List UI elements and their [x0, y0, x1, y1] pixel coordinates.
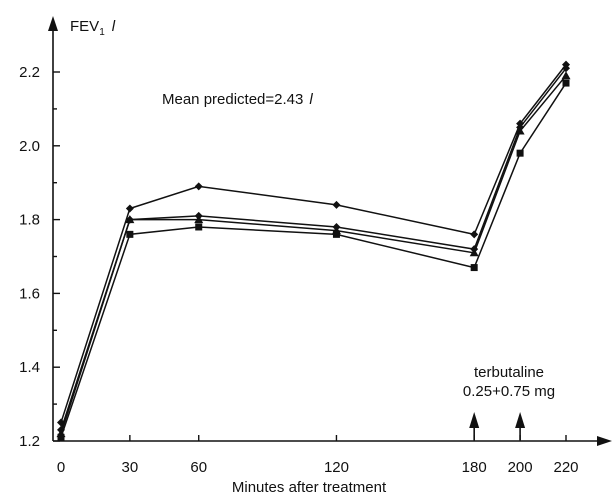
- data-point-triangle: [515, 126, 525, 135]
- data-point-triangle: [125, 215, 135, 224]
- mean-predicted-annotation: Mean predicted=2.43 l: [162, 91, 313, 108]
- y-tick-label: 1.8: [19, 212, 40, 229]
- data-point-triangle: [469, 248, 479, 257]
- series: [56, 60, 571, 441]
- y-tick-label: 1.4: [19, 359, 40, 376]
- ticks: 1.2 1.4 1.6 1.8 2.0 2.2 0 30 60 120 180 200 220: [19, 64, 578, 476]
- x-tick-label: 30: [122, 459, 139, 476]
- y-axis-title-unit: l: [112, 18, 116, 35]
- data-point-square: [332, 230, 340, 238]
- x-tick-label: 60: [190, 459, 207, 476]
- y-axis-title-text: FEV: [70, 18, 99, 35]
- mean-predicted-unit: l: [309, 91, 313, 108]
- data-point-triangle: [194, 215, 204, 224]
- x-axis-arrowhead: [597, 436, 612, 446]
- y-tick-label: 1.6: [19, 285, 40, 302]
- y-axis-arrowhead: [48, 16, 58, 31]
- x-axis-title: Minutes after treatment: [232, 479, 387, 496]
- data-point-diamond: [562, 64, 570, 73]
- data-point-square: [470, 264, 478, 272]
- terbutaline-dose-label: 0.25+0.75 mg: [463, 383, 555, 400]
- data-point-square: [562, 79, 570, 87]
- data-point-diamond: [470, 230, 479, 239]
- y-axis-title: FEV1 l: [70, 18, 116, 38]
- data-point-square: [195, 223, 203, 231]
- axes: [48, 16, 612, 446]
- terbutaline-label: terbutaline: [474, 364, 544, 381]
- data-point-diamond: [332, 200, 341, 209]
- x-tick-label: 220: [553, 459, 578, 476]
- y-tick-label: 2.0: [19, 138, 40, 155]
- data-point-diamond: [125, 204, 134, 213]
- data-point-triangle: [561, 71, 571, 80]
- series-4: [57, 79, 570, 441]
- data-point-square: [516, 149, 524, 157]
- terbutaline-arrowhead: [469, 412, 480, 428]
- data-point-square: [57, 433, 65, 441]
- data-point-diamond: [194, 182, 203, 191]
- mean-predicted-text: Mean predicted=2.43: [162, 91, 303, 108]
- terbutaline-arrowhead: [515, 412, 526, 428]
- y-axis-title-subscript: 1: [99, 27, 105, 38]
- x-tick-label: 180: [462, 459, 487, 476]
- y-tick-label: 1.2: [19, 433, 40, 450]
- x-tick-label: 0: [57, 459, 65, 476]
- data-point-square: [126, 230, 134, 238]
- x-tick-label: 200: [508, 459, 533, 476]
- y-tick-label: 2.2: [19, 64, 40, 81]
- x-tick-label: 120: [324, 459, 349, 476]
